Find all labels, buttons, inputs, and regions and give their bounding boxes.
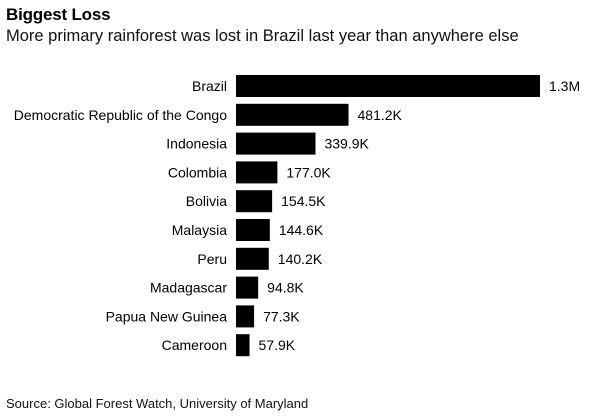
data-label: 177.0K [286, 164, 331, 180]
chart-title: Biggest Loss [6, 5, 111, 24]
data-label: 94.8K [267, 280, 304, 296]
data-label: 1.3M [549, 78, 580, 94]
bar [236, 305, 255, 328]
bar [236, 190, 273, 213]
bar [236, 161, 278, 184]
data-label: 339.9K [324, 136, 369, 152]
bar [236, 103, 349, 126]
data-label: 57.9K [259, 337, 296, 353]
bar [236, 334, 250, 357]
data-label: 140.2K [278, 251, 323, 267]
data-label: 481.2K [358, 107, 403, 123]
source-note: Source: Global Forest Watch, University … [6, 396, 309, 411]
chart-subtitle: More primary rainforest was lost in Braz… [6, 27, 519, 45]
bar [236, 247, 269, 270]
category-label: Papua New Guinea [106, 308, 228, 324]
category-label: Brazil [192, 78, 227, 94]
bar-chart: Brazil 1.3M Democratic Republic of the Con… [14, 75, 580, 357]
bar [236, 219, 270, 241]
data-label: 154.5K [281, 193, 326, 209]
data-label: 77.3K [263, 308, 300, 324]
category-label: Malaysia [172, 222, 227, 238]
bar [236, 276, 259, 299]
category-label: Democratic Republic of the Congo [14, 107, 227, 123]
bar [236, 132, 316, 155]
category-label: Peru [197, 251, 227, 267]
category-label: Cameroon [162, 337, 227, 353]
data-label: 144.6K [279, 222, 324, 238]
category-label: Indonesia [166, 136, 227, 152]
category-label: Bolivia [186, 193, 227, 209]
bar [236, 75, 540, 97]
category-label: Colombia [168, 164, 227, 180]
category-label: Madagascar [150, 280, 227, 296]
